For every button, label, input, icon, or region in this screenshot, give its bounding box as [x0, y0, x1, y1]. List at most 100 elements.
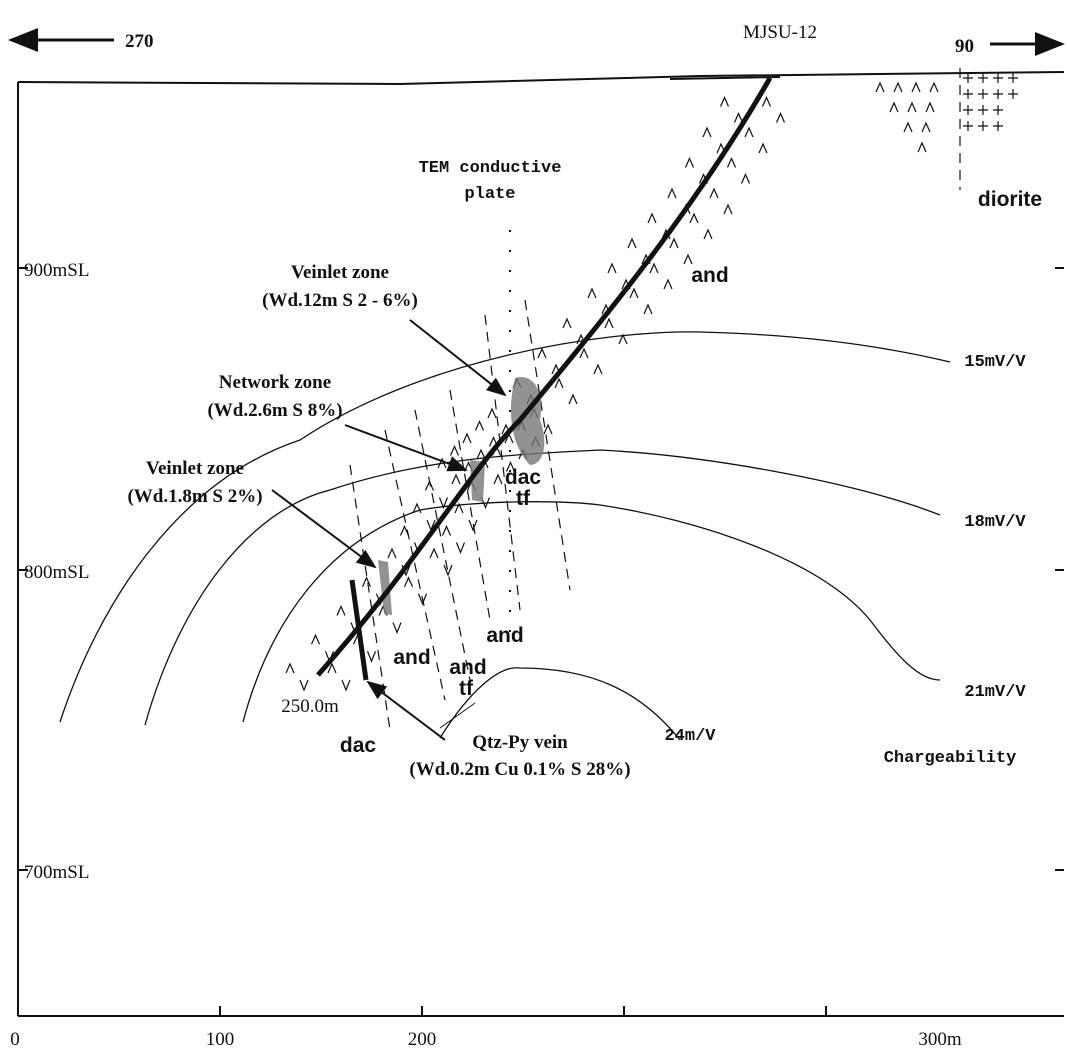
hatch-mark: [735, 114, 743, 123]
hatch-mark: [300, 680, 308, 690]
title: MJSU-12: [743, 22, 817, 43]
hatch-mark: [993, 73, 1003, 83]
hatch-mark: [426, 482, 434, 491]
hatch-mark: [1008, 73, 1018, 83]
distance-label: 100: [206, 1029, 235, 1050]
hatch-mark: [922, 123, 930, 132]
hatch-mark: [588, 289, 596, 298]
zone-label: (Wd.2.6m S 8%): [207, 400, 342, 421]
east-label: 90: [955, 36, 974, 57]
hatch-mark: [684, 255, 692, 264]
hatch-mark: [703, 128, 711, 137]
hatch-mark: [476, 422, 484, 431]
hatch-mark: [463, 434, 471, 443]
arrow: [345, 425, 466, 470]
hatch-mark: [668, 189, 676, 198]
hatch-mark: [430, 549, 438, 558]
rock-label: and: [393, 646, 430, 669]
rock-label: tf: [516, 487, 531, 510]
contours: [60, 332, 950, 740]
zone-label: (Wd.1.8m S 2%): [127, 486, 262, 507]
rock-label: dac: [505, 466, 542, 489]
hatch-mark: [563, 319, 571, 328]
hatch-mark: [664, 280, 672, 289]
distance-label: 0: [10, 1029, 20, 1050]
hatch-mark: [728, 159, 736, 168]
rock-label: diorite: [978, 188, 1042, 211]
hatch-mark: [926, 103, 934, 112]
hatch-mark: [569, 395, 577, 404]
hatch-mark: [721, 98, 729, 107]
west-label: 270: [125, 31, 154, 52]
arrow: [410, 320, 505, 395]
hatch-mark: [405, 578, 413, 587]
hatch-mark: [742, 175, 750, 184]
hatch-mark: [363, 578, 371, 587]
zone-label: (Wd.0.2m Cu 0.1% S 28%): [409, 759, 630, 780]
hatch-mark: [388, 549, 396, 558]
leader: [440, 703, 475, 728]
hatch-mark: [963, 73, 973, 83]
hatch-mark: [993, 89, 1003, 99]
hatch-mark: [494, 475, 502, 484]
elevation-label: 900mSL: [24, 260, 89, 281]
hatch-mark: [912, 83, 920, 92]
hatch-mark: [918, 143, 926, 152]
hatch-mark: [538, 349, 546, 358]
hatch-mark: [993, 105, 1003, 115]
hatch-mark: [648, 214, 656, 223]
contour-label: 24m/V: [664, 727, 716, 746]
page: 270 MJSU-12 90 900mSL 800mSL 700mSL 0 10…: [0, 0, 1066, 1064]
hatch-mark: [628, 239, 636, 248]
hatch-mark: [443, 527, 451, 536]
hatch-mark: [904, 123, 912, 132]
depth-label: 250.0m: [281, 696, 339, 717]
hatch-mark: [690, 214, 698, 223]
hatch-mark: [876, 83, 884, 92]
contour-label: 15mV/V: [964, 353, 1026, 372]
rock-label: and: [691, 264, 728, 287]
rock-label: dac: [340, 734, 377, 757]
contour-label: 21mV/V: [964, 683, 1026, 702]
hatch-mark: [686, 159, 694, 168]
hatch-mark: [644, 305, 652, 314]
section: 270 MJSU-12 90 900mSL 800mSL 700mSL 0 10…: [0, 0, 1066, 1064]
rock-label: and: [449, 656, 486, 679]
hatch-mark: [963, 89, 973, 99]
hatch-mark: [930, 83, 938, 92]
hatch-mark: [312, 635, 320, 644]
hatch-mark: [1008, 89, 1018, 99]
hatch-mark: [342, 680, 350, 690]
distance-label: 200: [408, 1029, 437, 1050]
hatch-mark: [710, 189, 718, 198]
zone-label: (Wd.12m S 2 - 6%): [262, 290, 418, 311]
hatch-mark: [777, 114, 785, 123]
hatch-mark: [908, 103, 916, 112]
zone-label: Veinlet zone: [291, 262, 389, 283]
tem-label: TEM conductive: [419, 159, 562, 178]
hatch-mark: [368, 651, 376, 661]
hatch-mark: [993, 121, 1003, 131]
arrow: [272, 490, 375, 567]
hatch-mark: [608, 264, 616, 273]
hatch-mark: [393, 623, 401, 633]
hatch-mark: [978, 105, 988, 115]
alteration: [286, 73, 1018, 690]
hatch-mark: [650, 264, 658, 273]
hatch-mark: [286, 664, 294, 673]
rock-label: and: [486, 624, 523, 647]
hatch-mark: [488, 409, 496, 418]
zone-label: Qtz-Py vein: [472, 732, 568, 753]
tem-label: plate: [464, 185, 515, 204]
hatch-mark: [555, 379, 563, 388]
arrow: [368, 682, 445, 740]
hatch-mark: [451, 447, 459, 456]
hatch-mark: [978, 121, 988, 131]
surface: [18, 72, 1064, 84]
hatch-mark: [457, 543, 465, 553]
hatch-mark: [745, 128, 753, 137]
hatch-mark: [763, 98, 771, 107]
hatch-mark: [759, 144, 767, 153]
zone-label: Veinlet zone: [146, 458, 244, 479]
hatch-mark: [477, 450, 485, 459]
